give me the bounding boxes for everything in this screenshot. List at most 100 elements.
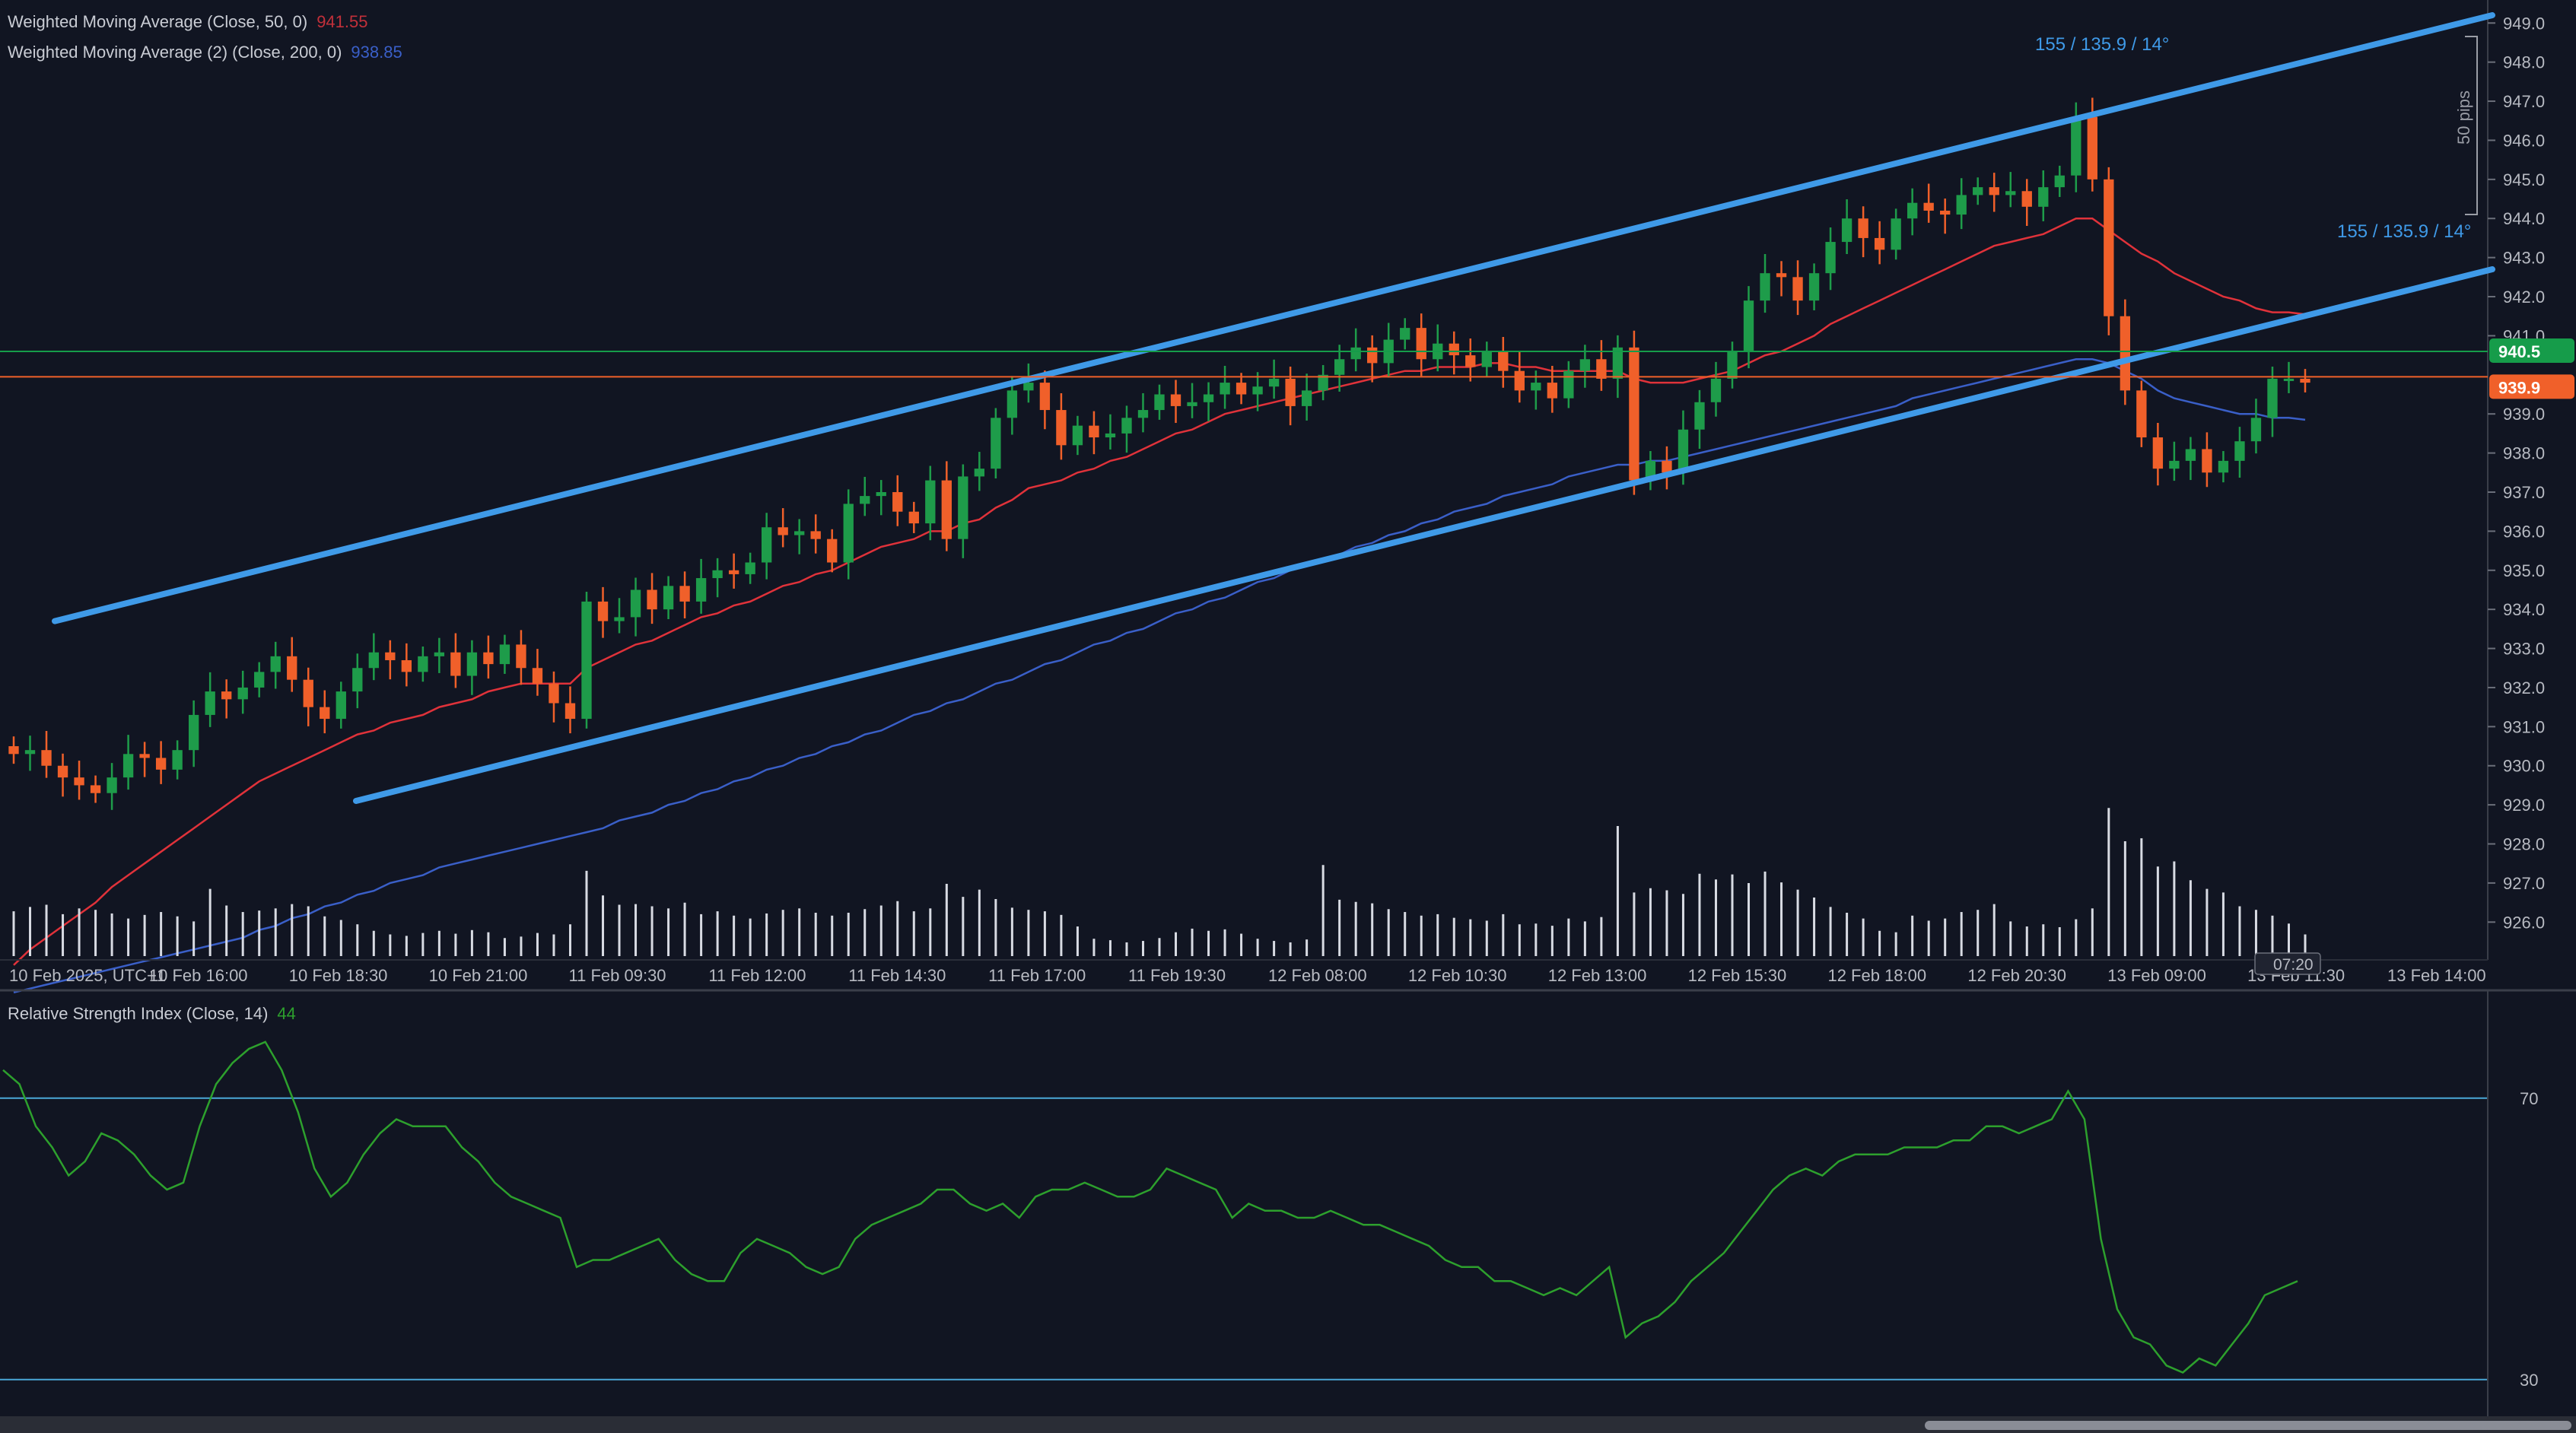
price-tick-label: 945.0: [2503, 170, 2545, 189]
time-tick-label: 11 Feb 14:30: [848, 966, 946, 985]
candle-body: [745, 562, 755, 574]
candle-body: [1481, 351, 1492, 367]
time-tick-label: 11 Feb 19:30: [1128, 966, 1226, 985]
candle: [107, 763, 117, 810]
candle: [1808, 263, 1820, 311]
candle: [663, 576, 674, 620]
candle: [1105, 414, 1116, 450]
price-pane: [8, 97, 2310, 994]
candle: [1629, 330, 1639, 495]
candle-body: [2300, 378, 2310, 383]
candle: [794, 519, 805, 554]
candle: [991, 408, 1001, 478]
candle: [2038, 170, 2049, 221]
price-tick-label: 939.0: [2503, 405, 2545, 424]
candle-body: [1743, 300, 1754, 351]
candle: [254, 662, 265, 697]
candle: [695, 558, 707, 614]
candle: [1727, 342, 1738, 389]
price-tick-label: 934.0: [2503, 600, 2545, 619]
candle: [532, 649, 543, 696]
time-tick-label: 12 Feb 15:30: [1688, 966, 1787, 985]
candle-body: [466, 652, 478, 676]
candle: [1089, 411, 1099, 455]
candle-body: [418, 656, 428, 672]
candle: [1203, 382, 1214, 421]
candle: [549, 671, 559, 723]
candle-body: [287, 656, 297, 680]
wma50-legend[interactable]: Weighted Moving Average (Close, 50, 0) 94…: [8, 12, 367, 32]
candle: [41, 730, 52, 778]
candle: [2234, 427, 2245, 478]
candle: [499, 634, 510, 674]
candle: [418, 646, 428, 682]
candle-body: [925, 480, 936, 524]
price-badge-green-text: 940.5: [2498, 342, 2540, 361]
candle-body: [1350, 347, 1361, 360]
channel-upper-line: [52, 12, 2495, 624]
rsi-legend[interactable]: Relative Strength Index (Close, 14) 44: [8, 1004, 296, 1024]
scrollbar-thumb[interactable]: [1925, 1421, 2571, 1430]
candle: [679, 571, 690, 618]
candle-body: [581, 601, 592, 720]
candle: [1252, 372, 1263, 411]
candle-body: [843, 504, 854, 563]
candle-body: [908, 511, 919, 524]
candle-body: [1056, 410, 1067, 446]
candle: [466, 640, 478, 695]
candle-body: [2136, 390, 2147, 438]
candle-body: [1416, 328, 1426, 360]
candle-body: [1301, 390, 1312, 406]
candle: [2202, 432, 2212, 488]
wma200-legend-value: 938.85: [351, 43, 402, 62]
candle: [2120, 299, 2131, 405]
rsi-legend-value: 44: [277, 1004, 296, 1023]
rsi-line: [2, 1041, 2298, 1374]
candle-body: [57, 765, 68, 778]
candle-body: [188, 714, 199, 751]
candle-body: [1907, 202, 1918, 219]
candle-body: [1268, 378, 1280, 387]
candle-body: [1579, 359, 1591, 371]
candle-body: [761, 527, 772, 563]
candle-body: [1220, 383, 1230, 395]
candle-body: [1662, 460, 1672, 473]
pips-label: 50 pips: [2454, 91, 2473, 145]
overlay: 940.5 939.9 155 / 135.9 / 14° 155 / 135.9 /…: [0, 12, 2574, 975]
candle-body: [549, 683, 559, 704]
time-tick-label: 12 Feb 10:30: [1408, 966, 1507, 985]
candle: [1710, 361, 1722, 417]
candle: [564, 686, 576, 734]
candle: [1449, 331, 1459, 375]
price-tick-label: 946.0: [2503, 131, 2545, 150]
time-tick-label: 11 Feb 12:00: [708, 966, 806, 985]
candle: [1858, 206, 1868, 258]
wma200-legend[interactable]: Weighted Moving Average (2) (Close, 200,…: [8, 43, 402, 62]
channel-measure-label-top: 155 / 135.9 / 14°: [2035, 34, 2169, 55]
time-tick-label: 12 Feb 08:00: [1268, 966, 1367, 985]
candle-body: [368, 652, 379, 669]
candle-body: [1498, 351, 1509, 371]
candle: [1137, 392, 1149, 433]
candle: [1694, 389, 1705, 449]
candle-body: [1203, 394, 1214, 402]
wma50-legend-label: Weighted Moving Average (Close, 50, 0): [8, 12, 308, 31]
candle-body: [2218, 460, 2229, 473]
candle-body: [876, 491, 886, 497]
candle: [1039, 370, 1051, 430]
candle-body: [205, 691, 215, 715]
candle-body: [1089, 425, 1099, 438]
candle-body: [810, 531, 821, 539]
candle-body: [499, 644, 510, 665]
candle-body: [336, 691, 346, 720]
candle: [1563, 361, 1574, 408]
time-tick-label: 13 Feb 14:00: [2387, 966, 2486, 985]
candle-body: [1776, 273, 1787, 278]
candle: [1645, 451, 1656, 491]
time-tick-label: 12 Feb 18:00: [1827, 966, 1926, 985]
candle-body: [172, 750, 183, 770]
candle: [630, 577, 641, 637]
candle: [876, 480, 886, 516]
candle: [1940, 199, 1951, 234]
